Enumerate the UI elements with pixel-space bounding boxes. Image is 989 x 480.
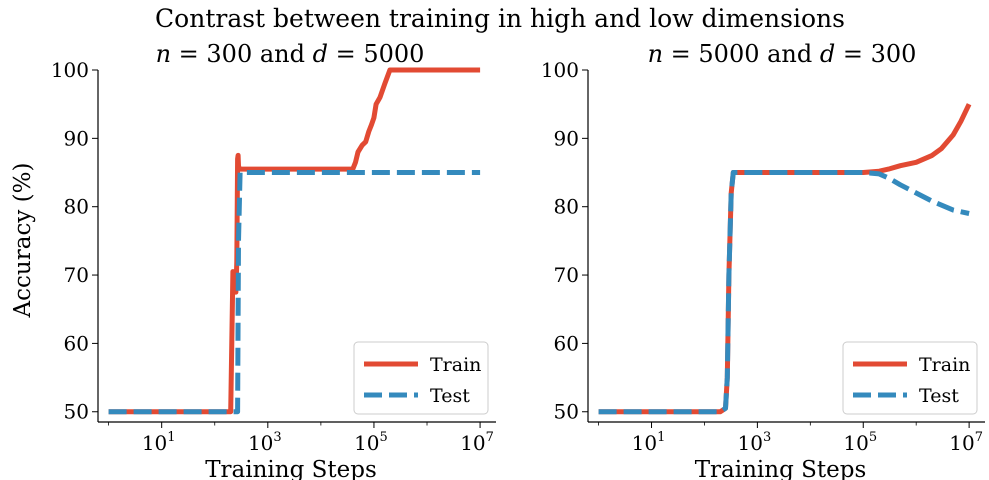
x-tick-base: 10 <box>949 431 974 455</box>
x-tick-exponent: 3 <box>273 430 281 445</box>
x-tick-base: 10 <box>632 431 657 455</box>
x-tick-base: 10 <box>843 431 868 455</box>
legend-label-test: Test <box>919 385 959 407</box>
legend-label-train: Train <box>430 354 481 376</box>
x-tick-base: 10 <box>142 431 167 455</box>
x-tick-label: 101 <box>632 430 666 455</box>
legend-label-test: Test <box>430 385 470 407</box>
y-tick-label: 100 <box>51 58 89 82</box>
y-tick-label: 90 <box>554 126 579 150</box>
figure-suptitle: Contrast between training in high and lo… <box>155 4 845 33</box>
legend-label-train: Train <box>919 354 970 376</box>
y-tick-label: 80 <box>554 195 579 219</box>
series-line-test <box>598 170 970 415</box>
y-axis-label: Accuracy (%) <box>10 163 36 319</box>
x-tick-exponent: 3 <box>763 430 771 445</box>
y-tick-label: 60 <box>554 331 579 355</box>
panel-title-part: d <box>820 40 835 68</box>
x-tick-exponent: 7 <box>486 430 494 445</box>
x-axis-label: Training Steps <box>695 457 867 480</box>
legend: Train Test <box>353 341 489 415</box>
panel-title-part: = 5000 and <box>663 40 820 68</box>
x-tick-base: 10 <box>248 431 273 455</box>
legend: Train Test <box>842 341 978 415</box>
x-tick-exponent: 5 <box>380 430 388 445</box>
series-line-train <box>108 67 481 415</box>
panel-title-part: = 300 and <box>171 40 313 68</box>
panel-title-part: n <box>156 40 171 68</box>
y-tick-label: 60 <box>64 331 89 355</box>
x-tick-exponent: 1 <box>167 430 175 445</box>
x-tick-label: 107 <box>949 430 983 455</box>
y-tick-label: 80 <box>64 195 89 219</box>
y-tick-label: 100 <box>541 58 579 82</box>
legend-box <box>353 341 489 415</box>
panel-title: n = 5000 and d = 300 <box>648 40 917 68</box>
y-tick-label: 70 <box>64 263 89 287</box>
x-tick-label: 105 <box>354 430 388 455</box>
panel-title-part: d <box>313 40 328 68</box>
panel-title-part: = 300 <box>835 40 916 68</box>
panel-title-part: n <box>648 40 663 68</box>
x-tick-exponent: 1 <box>657 430 665 445</box>
x-axis-label: Training Steps <box>205 457 377 480</box>
y-tick-label: 70 <box>554 263 579 287</box>
series-line-test <box>108 170 481 415</box>
x-tick-label: 105 <box>843 430 877 455</box>
x-tick-base: 10 <box>738 431 763 455</box>
panel-title: n = 300 and d = 5000 <box>156 40 425 68</box>
x-tick-base: 10 <box>460 431 485 455</box>
x-tick-label: 107 <box>460 430 494 455</box>
x-tick-exponent: 5 <box>869 430 877 445</box>
panel-title-part: = 5000 <box>328 40 424 68</box>
y-tick-label: 50 <box>64 400 89 424</box>
y-tick-label: 50 <box>554 400 579 424</box>
y-tick-label: 90 <box>64 126 89 150</box>
legend-box <box>842 341 978 415</box>
x-tick-label: 101 <box>142 430 176 455</box>
x-tick-label: 103 <box>248 430 282 455</box>
x-tick-label: 103 <box>738 430 772 455</box>
x-tick-base: 10 <box>354 431 379 455</box>
x-tick-exponent: 7 <box>975 430 983 445</box>
